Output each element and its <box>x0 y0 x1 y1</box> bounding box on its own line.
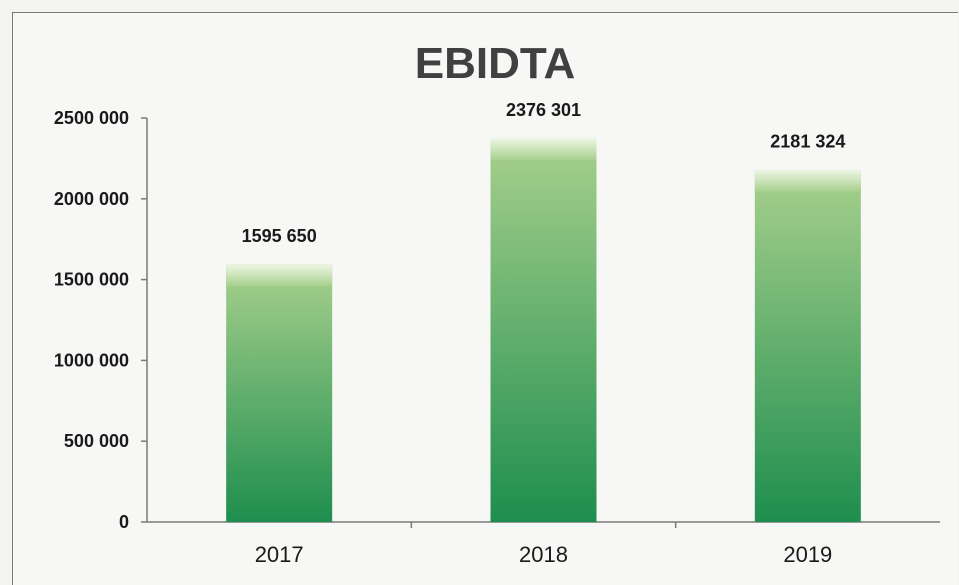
data-label-2019: 2181 324 <box>770 131 845 151</box>
bar-highlight-2017 <box>226 264 333 287</box>
y-tick-label: 1000 000 <box>54 350 129 370</box>
x-tick-label-2019: 2019 <box>783 542 832 567</box>
y-tick-label: 0 <box>119 512 129 532</box>
bar-2019 <box>754 169 861 522</box>
bar-group: 1595 650 2376 301 2181 324 <box>226 100 861 523</box>
bar-highlight-2019 <box>754 169 861 192</box>
x-tick-label-2017: 2017 <box>255 542 304 567</box>
bar-2018 <box>490 137 597 523</box>
y-tick-label: 500 000 <box>64 431 129 451</box>
data-label-2018: 2376 301 <box>506 100 581 120</box>
chart-title: EBIDTA <box>415 39 576 88</box>
y-tick-group: 0 500 000 1000 000 1500 000 2000 000 2500 000 <box>54 108 147 532</box>
y-tick-label: 2500 000 <box>54 108 129 128</box>
y-tick-label: 1500 000 <box>54 270 129 290</box>
bar-highlight-2018 <box>490 137 597 160</box>
x-tick-label-2018: 2018 <box>519 542 568 567</box>
x-tick-group: 2017 2018 2019 <box>255 522 832 567</box>
bar-2017 <box>226 264 333 522</box>
data-label-2017: 1595 650 <box>242 226 317 246</box>
y-tick-label: 2000 000 <box>54 189 129 209</box>
